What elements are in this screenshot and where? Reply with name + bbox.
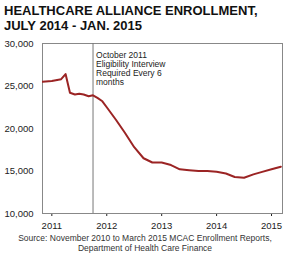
svg-text:2012: 2012 — [96, 220, 117, 231]
svg-text:30,000: 30,000 — [4, 38, 33, 49]
html-text:Source: November 2010 to March: Source: November 2010 to March 2015 MCAC… — [18, 233, 272, 253]
svg-text:2014: 2014 — [206, 220, 227, 231]
svg-text:15,000: 15,000 — [4, 165, 33, 176]
svg-text:2015: 2015 — [261, 220, 282, 231]
svg-text:10,000: 10,000 — [4, 208, 33, 219]
svg-text:2013: 2013 — [151, 220, 172, 231]
svg-text:20,000: 20,000 — [4, 123, 33, 134]
html-text:HEALTHCARE ALLIANCE ENROLLMENT: HEALTHCARE ALLIANCE ENROLLMENT, JULY 201… — [4, 3, 258, 33]
svg-text:25,000: 25,000 — [4, 80, 33, 91]
svg-text:October 2011Eligibility Interv: October 2011Eligibility InterviewRequire… — [96, 50, 166, 87]
svg-text:2011: 2011 — [42, 220, 62, 231]
